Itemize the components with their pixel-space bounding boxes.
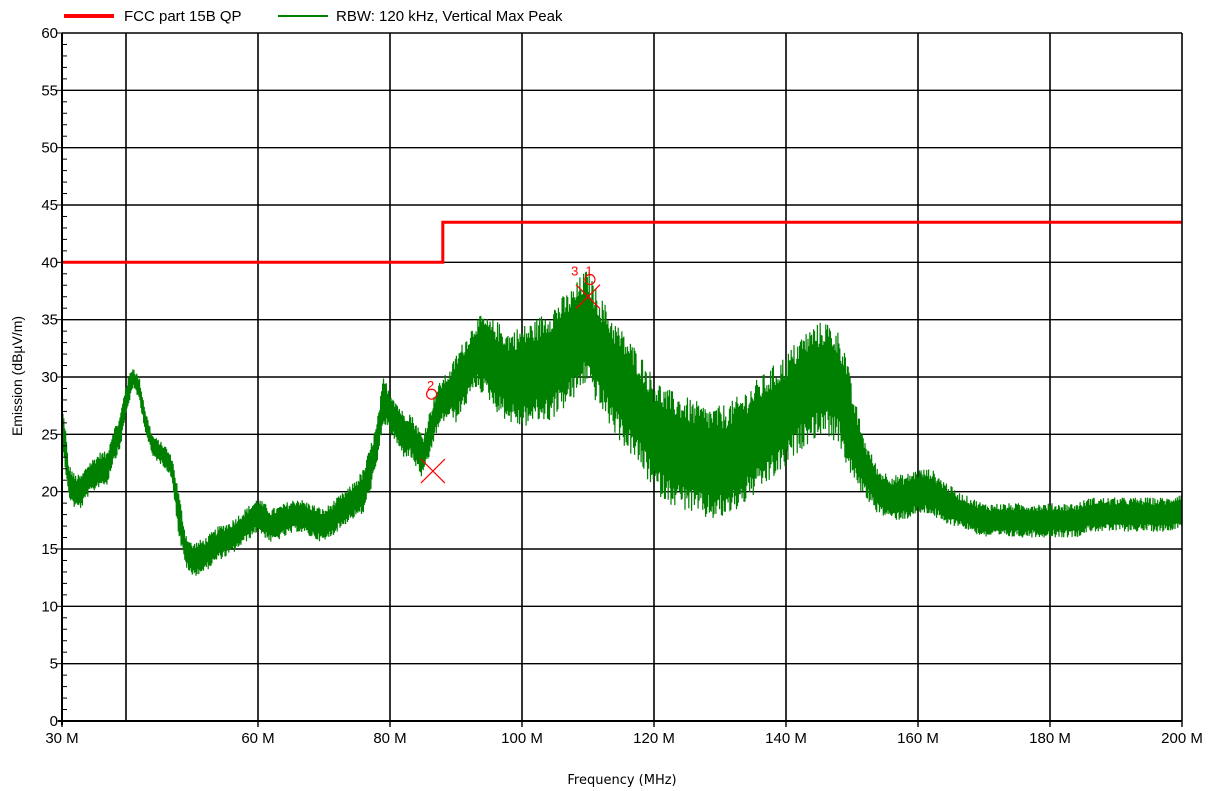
- x-tick-label: 180 M: [1029, 730, 1071, 747]
- y-tick-label: 30: [41, 369, 58, 386]
- x-tick-label: 160 M: [897, 730, 939, 747]
- marker-cross: [575, 284, 601, 310]
- measurement-trace: [61, 271, 1183, 576]
- y-tick-label: 60: [41, 25, 58, 42]
- x-axis-title: Frequency (MHz): [567, 773, 676, 788]
- y-tick-label: 15: [41, 541, 58, 558]
- x-tick-label: 140 M: [765, 730, 807, 747]
- y-tick-label: 45: [41, 197, 58, 214]
- legend-label-limit: FCC part 15B QP: [124, 8, 242, 25]
- x-tick-label: 80 M: [373, 730, 406, 747]
- legend-label-measurement: RBW: 120 kHz, Vertical Max Peak: [336, 8, 563, 25]
- y-tick-label: 5: [50, 656, 58, 673]
- limit-line: [62, 220, 1182, 264]
- legend: FCC part 15B QP RBW: 120 kHz, Vertical M…: [64, 8, 563, 25]
- y-tick-label: 55: [41, 82, 58, 99]
- y-tick-label: 10: [41, 598, 58, 615]
- series-layer: [61, 220, 1183, 576]
- y-axis-title: Emission (dBµV/m): [9, 316, 25, 436]
- marker-label: 1: [585, 264, 592, 279]
- y-tick-label: 25: [41, 426, 58, 443]
- marker-circle: [584, 273, 596, 286]
- x-tick-label: 60 M: [241, 730, 274, 747]
- marker-label: 2: [427, 378, 434, 393]
- marker-cross: [420, 458, 446, 484]
- x-tick-label: 100 M: [501, 730, 543, 747]
- axes: 0 5 10 15 20 25 30 35 40 45 50 55 60 30 M 60 M 80 M 100 …: [41, 25, 1203, 747]
- x-tick-label: 200 M: [1161, 730, 1203, 747]
- y-tick-label: 35: [41, 312, 58, 329]
- y-tick-label: 20: [41, 484, 58, 501]
- x-tick-label: 120 M: [633, 730, 675, 747]
- y-tick-label: 40: [41, 254, 58, 271]
- x-tick-label: 30 M: [45, 730, 78, 747]
- y-tick-label: 0: [50, 713, 58, 730]
- y-tick-label: 50: [41, 140, 58, 157]
- markers-layer: 13 2: [420, 264, 601, 484]
- marker-label: 3: [571, 264, 578, 279]
- marker-circle: [425, 388, 438, 400]
